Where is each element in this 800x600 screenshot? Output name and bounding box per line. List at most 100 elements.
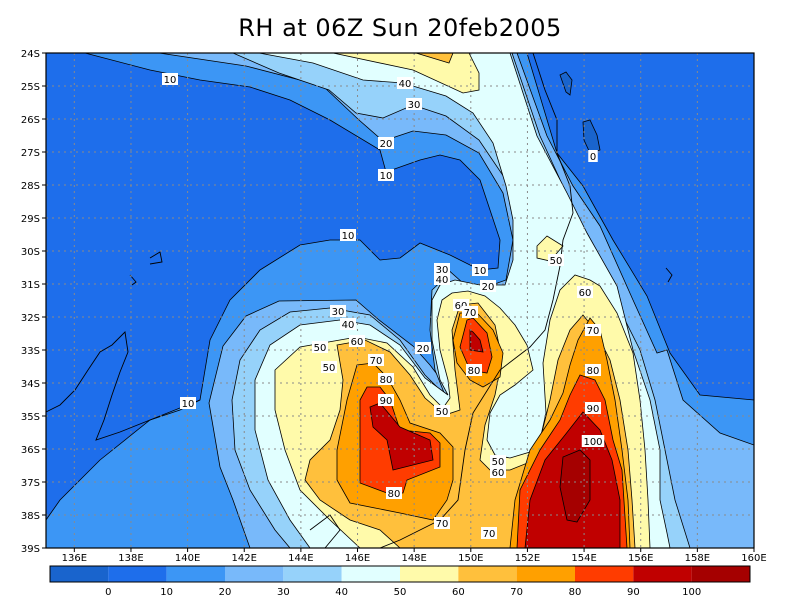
lat-tick-label: 27S — [21, 148, 40, 159]
contour-label: 60 — [492, 468, 505, 479]
colorbar-swatch-90-100 — [633, 566, 692, 582]
contour-label-bg — [330, 305, 346, 317]
contour-label: 50 — [550, 256, 563, 267]
contour-label-bg — [462, 306, 478, 318]
colorbar-label: 80 — [569, 587, 582, 598]
lon-tick-label: 156E — [628, 553, 653, 564]
fill-level-90-100 — [469, 329, 484, 353]
coastline — [129, 274, 137, 286]
colorbar-swatch-10-20 — [166, 566, 225, 582]
contour-label-bg — [312, 341, 328, 353]
contour-label: 70 — [370, 356, 383, 367]
contour-label: 10 — [164, 75, 177, 86]
colorbar-label: 10 — [160, 587, 173, 598]
axis-labels: 24S 25S 26S 27S 28S 29S 30S 31S 32S 33S 34S 35S 36S 3… — [21, 49, 767, 564]
colorbar-swatch-30-40 — [283, 566, 342, 582]
contour-label-bg — [466, 364, 482, 376]
colorbar-swatch-50-60 — [400, 566, 459, 582]
lon-tick-label: 158E — [685, 553, 710, 564]
colorbar-swatch-60-70 — [458, 566, 517, 582]
colorbar-swatch-70-80 — [516, 566, 575, 582]
contour-label-bg — [378, 169, 394, 181]
contour-label: 60 — [579, 288, 592, 299]
colorbar-swatch-below-0 — [50, 566, 109, 582]
lon-tick-label: 148E — [401, 553, 426, 564]
colorbar-label: 100 — [682, 587, 701, 598]
coastline — [309, 514, 341, 548]
colorbar-swatch-80-90 — [575, 566, 634, 582]
contour-label: 20 — [417, 344, 430, 355]
lat-tick-label: 34S — [21, 379, 40, 390]
lon-tick-label: 146E — [345, 553, 370, 564]
contour-label: 20 — [482, 282, 495, 293]
contour-label: 80 — [380, 375, 393, 386]
contour-label: 50 — [323, 363, 336, 374]
fill-level-below-0 — [582, 119, 601, 154]
coastline — [665, 267, 673, 283]
contour-label-bg — [490, 466, 506, 478]
contour-label: 90 — [380, 396, 393, 407]
contour-label-bg — [378, 373, 394, 385]
colorbar-label: 90 — [627, 587, 640, 598]
contour-label-bg — [434, 273, 450, 285]
colorbar-label: 70 — [510, 587, 523, 598]
colorbar-swatch-40-50 — [341, 566, 400, 582]
contour-label-bg — [548, 254, 564, 266]
colorbar-label: 0 — [105, 587, 111, 598]
contour-label: 50 — [314, 343, 327, 354]
contour-label-bg — [481, 527, 497, 539]
fill-level-50-60 — [536, 235, 564, 262]
contour-label-bg — [340, 229, 356, 241]
contour-label-bg — [577, 286, 593, 298]
lat-tick-label: 26S — [21, 115, 40, 126]
contour-label-bg — [490, 455, 506, 467]
contour-label-bg — [378, 394, 394, 406]
contour-label-bg — [321, 361, 337, 373]
lat-tick-label: 24S — [21, 49, 40, 60]
lon-tick-label: 154E — [571, 553, 596, 564]
contour-label: 10 — [342, 231, 355, 242]
contour-label-bg — [162, 73, 178, 85]
map-frame — [45, 52, 755, 549]
grid-lines — [46, 53, 754, 548]
fill-level-90-100 — [369, 402, 434, 471]
lat-tick-label: 39S — [21, 544, 40, 555]
contour-label-bg — [588, 150, 598, 162]
contour-label: 10 — [182, 399, 195, 410]
lat-tick-label: 33S — [21, 346, 40, 357]
colorbar-swatch-20-30 — [225, 566, 284, 582]
contour-label: 50 — [492, 457, 505, 468]
contour-label-bg — [480, 280, 496, 292]
fill-level-below-0 — [559, 71, 573, 96]
lat-tick-label: 28S — [21, 181, 40, 192]
contour-label: 70 — [483, 529, 496, 540]
contour-label: 10 — [474, 266, 487, 277]
lon-tick-label: 150E — [458, 553, 483, 564]
lon-tick-label: 152E — [515, 553, 540, 564]
lat-tick-label: 35S — [21, 412, 40, 423]
contour-label: 80 — [587, 366, 600, 377]
contour-label-bg — [180, 397, 196, 409]
colorbar-frame — [49, 565, 751, 583]
contour-label-bg — [340, 318, 356, 330]
contour-label-bg — [386, 487, 402, 499]
contour-label: 60 — [351, 337, 364, 348]
contour-label: 0 — [590, 152, 596, 163]
contour-label-bg — [434, 263, 450, 275]
fill-level-60-70 — [415, 53, 454, 64]
contour-label: 40 — [342, 320, 355, 331]
contour-label-bg — [434, 405, 450, 417]
contour-label: 50 — [436, 407, 449, 418]
contour-label: 10 — [380, 171, 393, 182]
lon-tick-label: 140E — [175, 553, 200, 564]
lon-tick-label: 142E — [232, 553, 257, 564]
contour-label: 100 — [583, 437, 602, 448]
plot-title: RH at 06Z Sun 20feb2005 — [238, 14, 562, 42]
contour-label: 70 — [436, 519, 449, 530]
contour-label: 30 — [436, 265, 449, 276]
lat-tick-label: 31S — [21, 280, 40, 291]
contour-label-bg — [349, 335, 365, 347]
contour-label: 40 — [436, 275, 449, 286]
lat-tick-label: 29S — [21, 214, 40, 225]
colorbar: 0 10 20 30 40 50 60 70 80 90 100 — [49, 565, 751, 598]
